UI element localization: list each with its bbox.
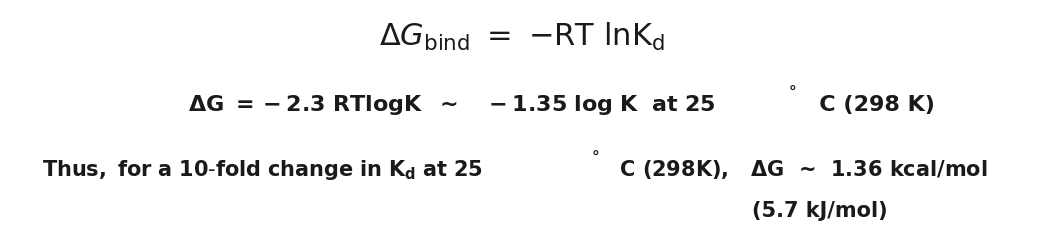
Text: $\mathbf{Thus,\ for\ a\ 10\text{-}fold\ change\ in\ K_d\ at\ 25}$: $\mathbf{Thus,\ for\ a\ 10\text{-}fold\ … (42, 158, 483, 182)
Text: °: ° (789, 86, 796, 101)
Text: C (298 K): C (298 K) (796, 95, 935, 115)
Text: (5.7 kJ/mol): (5.7 kJ/mol) (752, 201, 888, 221)
Text: $\mathbf{\Delta G}$ $\mathbf{= -2.3\ RTlogK\ \ \sim\ \ \ -1.35\ log\ K\ \ at\ 25: $\mathbf{\Delta G}$ $\mathbf{= -2.3\ RTl… (188, 93, 716, 117)
Text: °: ° (591, 151, 599, 166)
Text: $\Delta G_{\mathrm{bind}}\ =\ \mathrm{-RT\ lnK_d}$: $\Delta G_{\mathrm{bind}}\ =\ \mathrm{-R… (379, 21, 666, 53)
Text: C (298K),   $\mathbf{\Delta G}$  ~  1.36 kcal/mol: C (298K), $\mathbf{\Delta G}$ ~ 1.36 kca… (598, 158, 988, 181)
